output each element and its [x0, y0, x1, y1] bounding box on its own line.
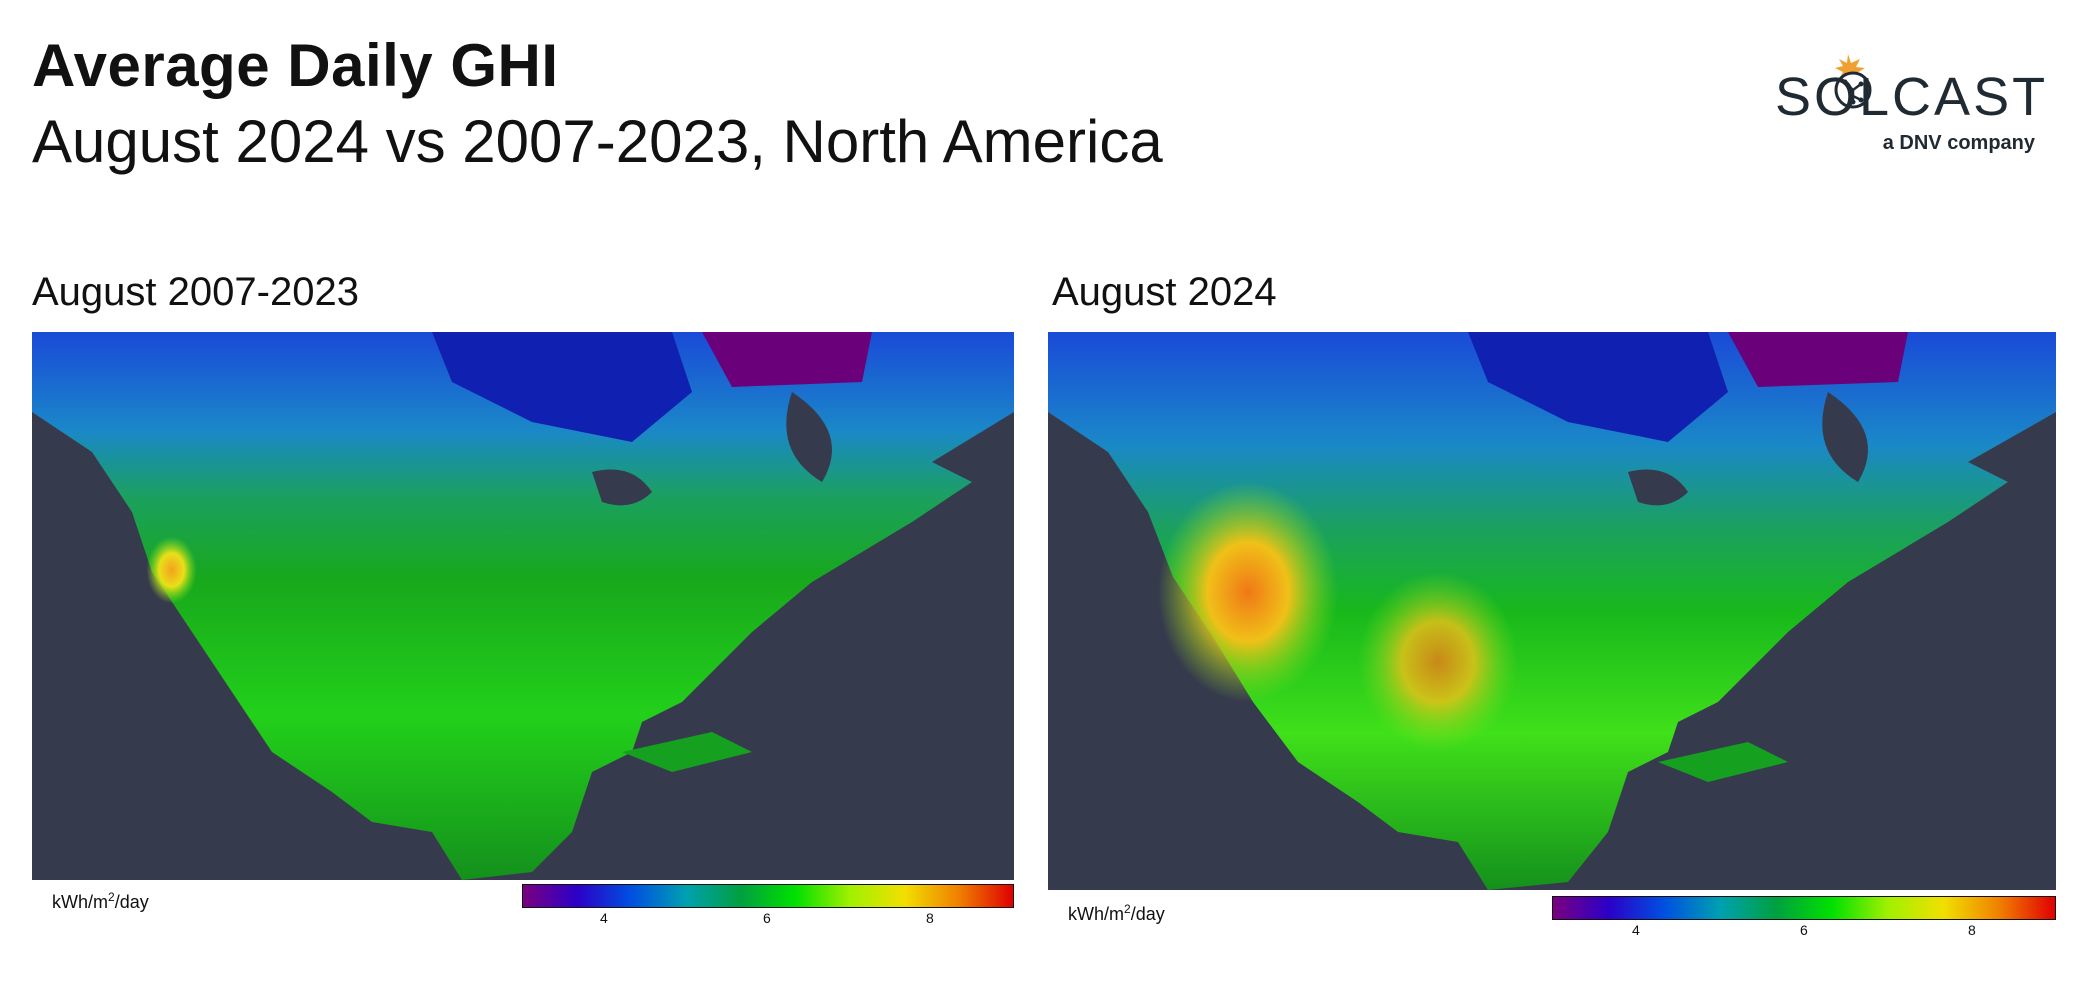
map-2024 [1048, 332, 2056, 890]
unit-label-2024: kWh/m2/day [1068, 902, 1165, 924]
page-subtitle: August 2024 vs 2007-2023, North America [32, 108, 1163, 175]
colorbar-tick: 4 [600, 910, 608, 926]
colorbar-tick: 4 [1632, 922, 1640, 938]
north-america-map [32, 332, 1014, 880]
north-america-map [1048, 332, 2056, 890]
solcast-logo: SOLCAST a DNV company [1775, 52, 2045, 162]
sun-circuit-icon [1834, 54, 1872, 109]
colorbar-2024 [1552, 896, 2056, 920]
unit-label-historical: kWh/m2/day [52, 890, 149, 912]
panel-title-2024: August 2024 [1052, 270, 1277, 314]
colorbar-tick: 6 [1800, 922, 1808, 938]
page-title: Average Daily GHI [32, 32, 559, 99]
map-historical [32, 332, 1014, 880]
colorbar-tick: 8 [926, 910, 934, 926]
logo-wordmark: SOLCAST [1775, 67, 2049, 127]
logo-tagline: a DNV company [1882, 132, 2035, 154]
colorbar-tick: 6 [763, 910, 771, 926]
panel-title-historical: August 2007-2023 [32, 270, 359, 314]
colorbar-tick: 8 [1968, 922, 1976, 938]
colorbar-historical [522, 884, 1014, 908]
